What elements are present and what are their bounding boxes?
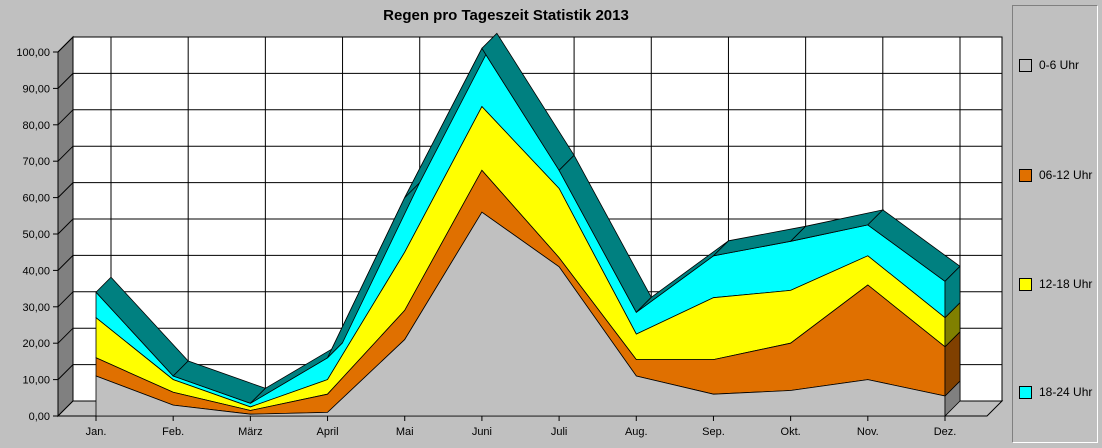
y-tick-label: 100,00	[16, 47, 50, 59]
legend-label: 18-24 Uhr	[1039, 385, 1093, 399]
legend: 0-6 Uhr 06-12 Uhr 12-18 Uhr 18-24 Uhr	[1012, 5, 1098, 443]
y-tick-label: 10,00	[22, 375, 50, 387]
legend-swatch	[1019, 59, 1032, 72]
legend-swatch	[1019, 278, 1032, 291]
legend-item: 06-12 Uhr	[1019, 168, 1099, 184]
legend-item: 18-24 Uhr	[1019, 385, 1099, 401]
y-tick-label: 80,00	[22, 120, 50, 132]
area-side-face	[944, 265, 961, 319]
x-tick-label: Aug.	[625, 426, 648, 438]
legend-swatch	[1019, 386, 1032, 399]
y-tick-label: 40,00	[22, 265, 50, 277]
x-tick-label: März	[238, 426, 262, 438]
legend-label: 0-6 Uhr	[1039, 58, 1080, 72]
x-tick-label: Nov.	[857, 426, 879, 438]
gridline-side	[57, 182, 74, 198]
x-tick-label: Okt.	[781, 426, 801, 438]
x-tick-label: Juli	[551, 426, 568, 438]
y-tick-label: 0,00	[29, 411, 50, 423]
gridline-side	[57, 36, 74, 53]
x-tick-label: April	[317, 426, 339, 438]
chart-title: Regen pro Tageszeit Statistik 2013	[383, 7, 629, 24]
gridline-side	[57, 109, 74, 126]
y-tick-label: 20,00	[22, 338, 50, 350]
y-tick-label: 30,00	[22, 302, 50, 314]
legend-item: 12-18 Uhr	[1019, 277, 1099, 293]
x-tick-label: Jan.	[86, 426, 107, 438]
y-tick-label: 50,00	[22, 229, 50, 241]
y-tick-label: 70,00	[22, 156, 50, 168]
legend-item: 0-6 Uhr	[1019, 58, 1099, 74]
gridline-side	[57, 145, 74, 162]
gridline-side	[57, 327, 74, 344]
y-tick-label: 60,00	[22, 193, 50, 205]
stacked-area-chart: 0,00 10,00 20,00 30,00 40,00 50,00 60,00 70,00 8…	[16, 32, 1004, 438]
legend-label: 06-12 Uhr	[1039, 168, 1093, 182]
x-tick-label: Juni	[472, 426, 492, 438]
legend-label: 12-18 Uhr	[1039, 277, 1093, 291]
y-tick-label: 90,00	[22, 83, 50, 95]
gridline-side	[57, 255, 74, 271]
legend-swatch	[1019, 169, 1032, 182]
gridline-side	[57, 364, 74, 380]
gridline-side	[57, 73, 74, 89]
x-tick-label: Sep.	[702, 426, 725, 438]
x-tick-label: Feb.	[162, 426, 184, 438]
x-tick-label: Mai	[396, 426, 414, 438]
x-tick-label: Dez.	[934, 426, 957, 438]
gridline-side	[57, 218, 74, 235]
gridline-side	[57, 291, 74, 308]
